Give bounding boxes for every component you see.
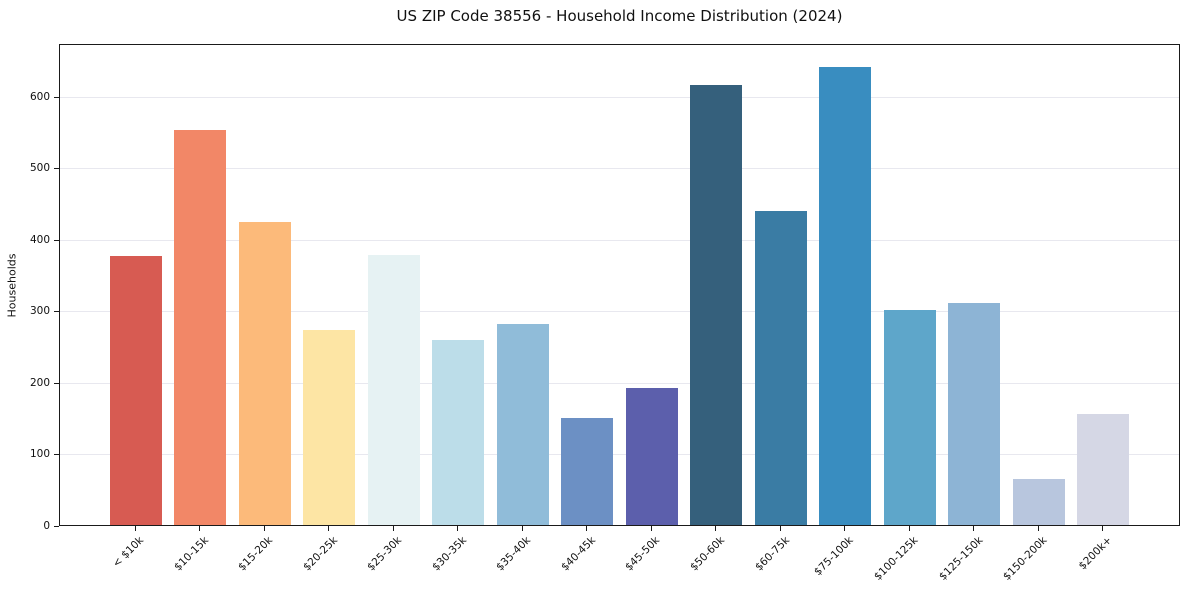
x-tick-label-2: $15-20k xyxy=(236,534,276,574)
y-tick-label-0: 0 xyxy=(43,520,50,532)
x-tick-label-1: $10-15k xyxy=(171,534,211,574)
x-tick-label-11: $75-100k xyxy=(812,534,857,579)
x-tick-13 xyxy=(973,526,974,531)
y-tick-0 xyxy=(54,526,59,527)
y-tick-400 xyxy=(54,240,59,241)
y-tick-200 xyxy=(54,383,59,384)
x-tick-label-5: $30-35k xyxy=(429,534,469,574)
y-tick-600 xyxy=(54,97,59,98)
x-tick-11 xyxy=(844,526,845,531)
bar--25-30k xyxy=(367,255,420,525)
bar--10-15k xyxy=(174,130,227,525)
y-tick-label-300: 300 xyxy=(29,305,50,317)
y-tick-label-500: 500 xyxy=(29,162,50,174)
x-tick-9 xyxy=(715,526,716,531)
chart-title: US ZIP Code 38556 - Household Income Dis… xyxy=(396,7,843,25)
x-tick-1 xyxy=(199,526,200,531)
x-tick-label-4: $25-30k xyxy=(365,534,405,574)
gridline-y-100 xyxy=(60,454,1179,456)
bar--150-200k xyxy=(1012,479,1065,525)
y-tick-100 xyxy=(54,454,59,455)
x-tick-label-0: < $10k xyxy=(110,534,147,570)
x-tick-15 xyxy=(1102,526,1103,531)
bar--40-45k xyxy=(561,418,614,525)
x-tick-10 xyxy=(780,526,781,531)
bar--75-100k xyxy=(819,67,872,525)
x-tick-14 xyxy=(1038,526,1039,531)
plot-area xyxy=(59,44,1180,526)
bar--30-35k xyxy=(432,340,485,525)
x-tick-12 xyxy=(909,526,910,531)
x-tick-8 xyxy=(651,526,652,531)
gridline-y-200 xyxy=(60,382,1179,384)
x-tick-4 xyxy=(393,526,394,531)
x-tick-label-14: $150-200k xyxy=(1001,534,1050,583)
y-tick-label-400: 400 xyxy=(29,234,50,246)
x-tick-label-15: $200k+ xyxy=(1076,534,1115,573)
x-tick-2 xyxy=(264,526,265,531)
bar--10k xyxy=(109,256,162,525)
x-tick-label-12: $100-125k xyxy=(872,534,921,583)
gridline-y-600 xyxy=(60,96,1179,98)
x-tick-label-10: $60-75k xyxy=(752,534,792,574)
bar--125-150k xyxy=(948,303,1001,525)
bar--200k- xyxy=(1077,414,1130,525)
gridline-y-500 xyxy=(60,168,1179,170)
bar--45-50k xyxy=(625,388,678,525)
x-tick-5 xyxy=(457,526,458,531)
x-tick-label-3: $20-25k xyxy=(300,534,340,574)
bar--60-75k xyxy=(754,211,807,525)
bar--100-125k xyxy=(883,310,936,525)
gridline-y-300 xyxy=(60,311,1179,313)
bar--15-20k xyxy=(238,222,291,525)
y-tick-label-600: 600 xyxy=(29,91,50,103)
x-tick-label-7: $40-45k xyxy=(558,534,598,574)
x-tick-label-8: $45-50k xyxy=(623,534,663,574)
x-tick-label-13: $125-150k xyxy=(936,534,986,583)
y-tick-300 xyxy=(54,311,59,312)
x-tick-label-6: $35-40k xyxy=(494,534,534,574)
x-tick-6 xyxy=(522,526,523,531)
x-tick-label-9: $50-60k xyxy=(687,534,728,574)
bar--50-60k xyxy=(690,85,743,525)
bar--20-25k xyxy=(303,330,356,525)
y-tick-label-200: 200 xyxy=(29,377,50,389)
x-tick-7 xyxy=(586,526,587,531)
gridline-y-400 xyxy=(60,239,1179,241)
x-tick-0 xyxy=(135,526,136,531)
y-tick-500 xyxy=(54,168,59,169)
x-tick-3 xyxy=(328,526,329,531)
bar--35-40k xyxy=(496,324,549,525)
y-tick-label-100: 100 xyxy=(29,448,50,460)
